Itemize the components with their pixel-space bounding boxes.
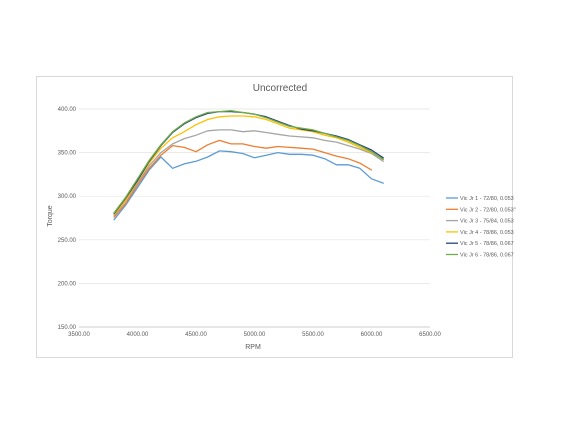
- series-line-1: [113, 150, 384, 221]
- series-lines: [113, 110, 384, 221]
- y-axis-ticks: 150.00 200.00 250.00 300.00 350.00 400.00: [58, 107, 77, 331]
- x-axis-label: RPM: [245, 344, 261, 351]
- legend-item-label: Vic Jr 4 - 78/86, 0.053: [460, 230, 514, 236]
- x-tick-label: 5500.00: [302, 332, 324, 338]
- legend-item-label: Vic Jr 3 - 75/84, 0.053: [460, 219, 514, 225]
- legend-item-label: Vic Jr 6 - 78/86, 0.067: [460, 253, 514, 259]
- x-axis-ticks: 3500.00 4000.00 4500.00 5000.00 5500.00 6000.…: [68, 332, 441, 338]
- y-tick-label: 200.00: [58, 281, 77, 287]
- x-tick-label: 6500.00: [419, 332, 441, 338]
- series-line-2: [113, 139, 373, 218]
- x-tick-label: 4000.00: [127, 332, 149, 338]
- x-tick-label: 4500.00: [185, 332, 207, 338]
- series-line-6: [113, 110, 384, 214]
- y-tick-label: 350.00: [58, 151, 77, 157]
- series-line-3: [113, 129, 384, 217]
- legend: Vic Jr 1 - 72/80, 0.053 Vic Jr 2 - 72/80,…: [446, 196, 516, 259]
- x-tick-label: 6000.00: [361, 332, 383, 338]
- legend-item-label: Vic Jr 2 - 72/80, 0.053": [460, 207, 516, 213]
- series-line-4: [113, 115, 384, 216]
- y-tick-label: 300.00: [58, 194, 77, 200]
- gridlines: [79, 108, 430, 328]
- y-tick-label: 250.00: [58, 238, 77, 244]
- legend-item-label: Vic Jr 1 - 72/80, 0.053: [460, 196, 514, 202]
- legend-item-label: Vic Jr 5 - 78/86, 0.067: [460, 241, 514, 247]
- x-tick-label: 3500.00: [68, 332, 90, 338]
- y-axis-label: Torque: [47, 205, 54, 227]
- y-tick-label: 400.00: [58, 107, 77, 113]
- chart-title: Uncorrected: [253, 83, 307, 94]
- y-tick-label: 150.00: [58, 325, 77, 331]
- x-tick-label: 5000.00: [244, 332, 266, 338]
